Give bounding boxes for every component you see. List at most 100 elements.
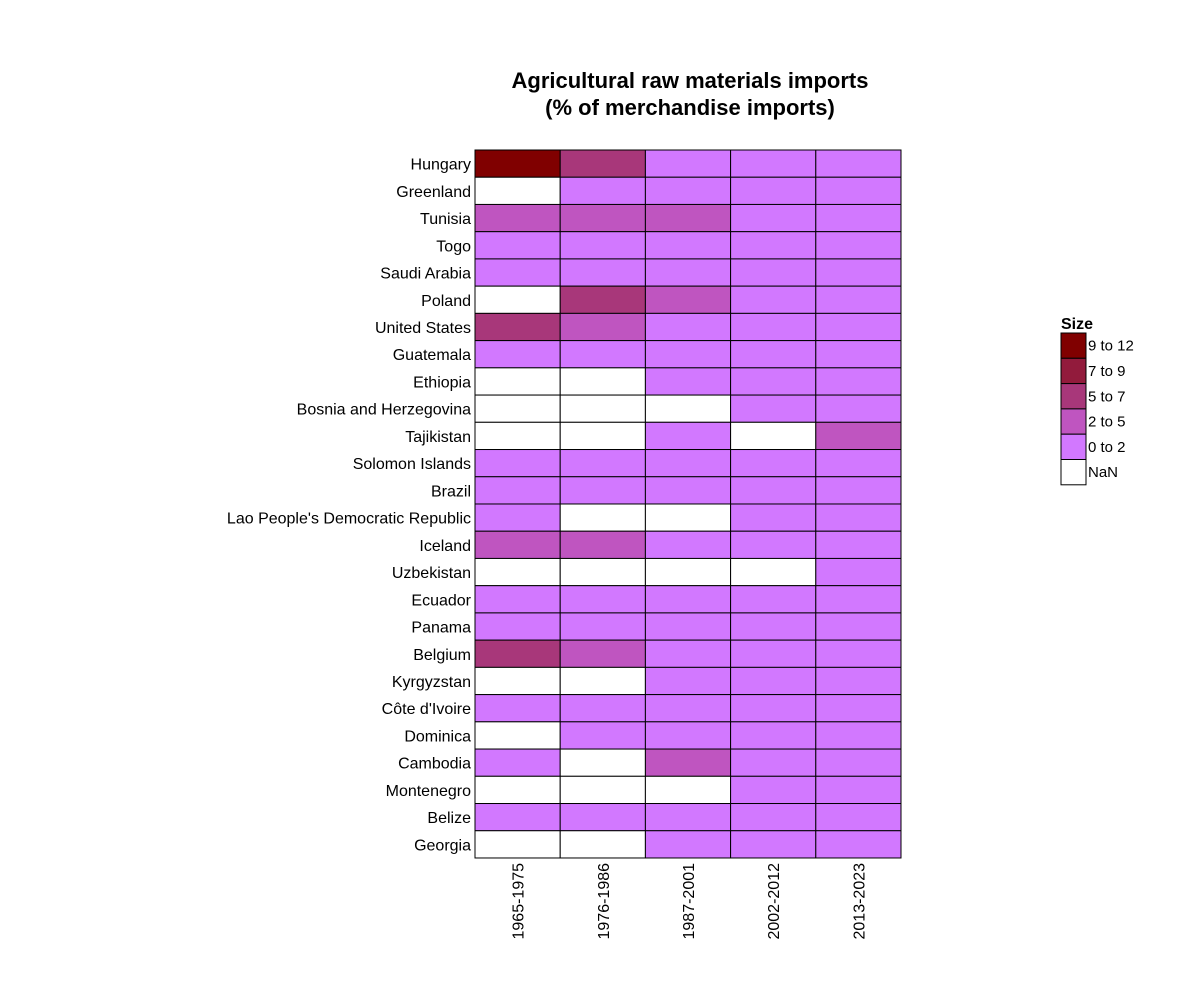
heatmap-cell (644, 340, 732, 369)
heatmap-cell (815, 803, 902, 832)
heatmap-cell (644, 775, 732, 805)
heatmap-cell (474, 449, 561, 478)
heatmap-cell (559, 612, 646, 641)
row-label: Tajikistan (405, 429, 471, 446)
heatmap-cell (815, 530, 902, 559)
legend-label: NaN (1088, 464, 1118, 481)
row-label: Kyrgyzstan (392, 674, 471, 691)
heatmap-cell (815, 666, 902, 696)
row-label: Iceland (419, 538, 471, 555)
row-label: Tunisia (420, 211, 471, 228)
heatmap-cell (644, 421, 732, 451)
row-label: Georgia (414, 837, 471, 854)
row-label: Hungary (411, 157, 471, 174)
row-label: Dominica (404, 728, 471, 745)
row-label: Montenegro (386, 783, 471, 800)
heatmap-cell (559, 312, 646, 342)
heatmap-cell (559, 449, 646, 478)
heatmap-cell (730, 394, 817, 423)
row-labels: Hungary Greenland Tunisia Togo Saudi Arabia P… (227, 157, 472, 855)
heatmap-cell (474, 149, 561, 178)
heatmap-cell (559, 830, 646, 859)
legend-label: 5 to 7 (1088, 388, 1126, 405)
heatmap-cell (815, 694, 902, 723)
heatmap-cell (730, 694, 817, 723)
heatmap-cell (730, 775, 817, 805)
heatmap-cell (730, 803, 817, 832)
heatmap-cell (474, 203, 561, 233)
heatmap-cell (474, 394, 561, 423)
heatmap-cell (559, 340, 646, 369)
heatmap-cell (815, 557, 902, 587)
heatmap-cell (644, 803, 732, 832)
legend-label: 2 to 5 (1088, 414, 1126, 431)
heatmap-cell (730, 340, 817, 369)
heatmap-cell (474, 176, 561, 205)
heatmap-cell (730, 421, 817, 451)
heatmap-cell (644, 203, 732, 233)
heatmap-cell (559, 557, 646, 587)
row-label: Saudi Arabia (380, 266, 471, 283)
row-label: Belize (427, 810, 471, 827)
heatmap-cell (474, 258, 561, 287)
heatmap-cell (730, 503, 817, 532)
heatmap-cell (474, 694, 561, 723)
heatmap-cell (730, 258, 817, 287)
heatmap-cell (815, 258, 902, 287)
heatmap-cell (474, 340, 561, 369)
heatmap-cell (474, 612, 561, 641)
heatmap-cell (474, 721, 561, 750)
heatmap-cell (730, 149, 817, 178)
legend-swatch (1060, 408, 1087, 435)
heatmap-cell (730, 721, 817, 750)
heatmap-cell (644, 285, 732, 314)
heatmap-cell (730, 367, 817, 396)
heatmap-cell (815, 612, 902, 641)
row-label: Lao People's Democratic Republic (227, 511, 471, 528)
heatmap-cell (730, 612, 817, 641)
heatmap-cell (730, 530, 817, 559)
heatmap-cell (815, 585, 902, 614)
heatmap-cell (559, 530, 646, 559)
heatmap-cell (644, 231, 732, 260)
heatmap-cell (815, 312, 902, 342)
legend-title: Size (1061, 316, 1093, 333)
heatmap-cell (815, 340, 902, 369)
heatmap-cell (644, 694, 732, 723)
heatmap-cell (474, 285, 561, 314)
heatmap-cell (644, 449, 732, 478)
heatmap-cell (559, 176, 646, 205)
heatmap-cell (474, 367, 561, 396)
heatmap-cell (559, 775, 646, 805)
heatmap-cell (559, 748, 646, 777)
row-label: Côte d'Ivoire (382, 701, 471, 718)
heatmap-cell (730, 748, 817, 777)
column-label: 2013-2023 (851, 863, 868, 940)
heatmap-cell (644, 639, 732, 668)
heatmap-cell (474, 666, 561, 696)
chart-title-line: (% of merchandise imports) (545, 95, 835, 120)
heatmap-cell (559, 585, 646, 614)
heatmap-cell (474, 421, 561, 451)
heatmap-cell (559, 639, 646, 668)
heatmap-cell (644, 312, 732, 342)
legend-swatch (1060, 357, 1087, 385)
heatmap-cell (559, 367, 646, 396)
heatmap-cell (815, 830, 902, 859)
heatmap-cell (644, 612, 732, 641)
heatmap-cell (730, 176, 817, 205)
chart-title-line: Agricultural raw materials imports (512, 68, 869, 93)
heatmap-cell (815, 149, 902, 178)
heatmap-cell (730, 285, 817, 314)
heatmap-cell (815, 203, 902, 233)
heatmap-cell (815, 449, 902, 478)
row-label: Cambodia (398, 756, 471, 773)
heatmap-cell (730, 203, 817, 233)
heatmap-cell (815, 748, 902, 777)
heatmap-cell (559, 803, 646, 832)
heatmap-cell (559, 285, 646, 314)
heatmap-cell (474, 557, 561, 587)
legend-label: 0 to 2 (1088, 439, 1126, 456)
